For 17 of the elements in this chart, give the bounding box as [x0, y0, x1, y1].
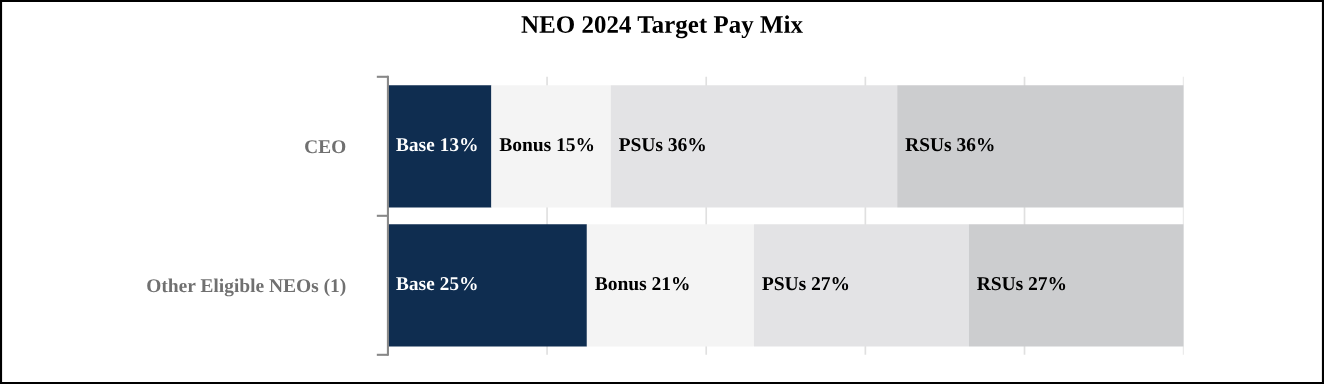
- data-label: PSUs 27%: [762, 277, 849, 291]
- bar: [586, 224, 754, 347]
- bar: [897, 85, 1184, 208]
- bar: [387, 224, 587, 347]
- data-label: Bonus 15%: [499, 138, 594, 152]
- data-label: RSUs 36%: [905, 138, 994, 152]
- y-tick-label: CEO: [305, 140, 346, 154]
- data-label: Base 13%: [396, 138, 477, 152]
- data-label: Base 25%: [396, 277, 477, 291]
- chart-title: NEO 2024 Target Pay Mix: [521, 15, 803, 39]
- bar: [968, 224, 1184, 347]
- y-tick-label: Other Eligible NEOs (1): [147, 278, 346, 297]
- bar: [491, 85, 611, 208]
- data-label: RSUs 27%: [977, 277, 1066, 291]
- bar: [387, 85, 492, 208]
- data-label: PSUs 36%: [619, 138, 705, 152]
- data-label: Bonus 21%: [595, 277, 689, 291]
